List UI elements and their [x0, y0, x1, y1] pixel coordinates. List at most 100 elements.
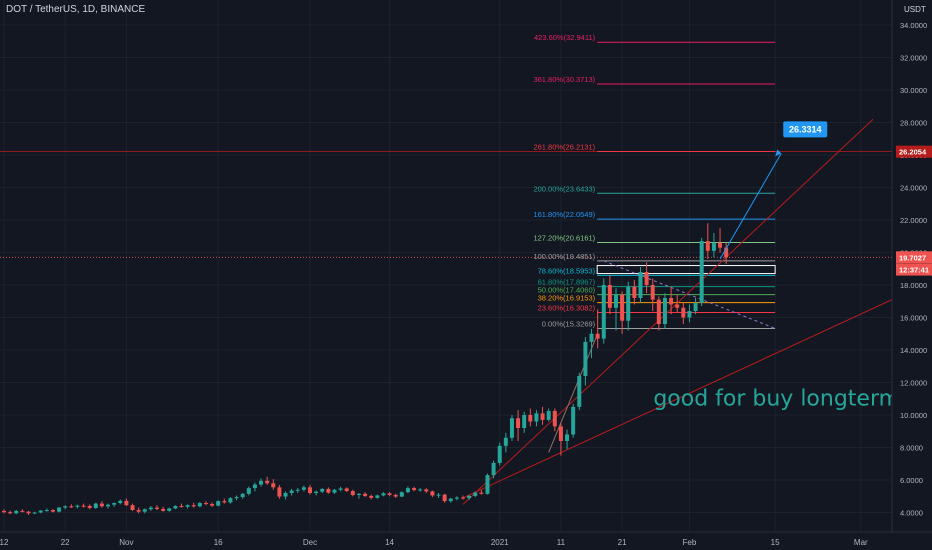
fib-level-label: 200.00%(23.6433) — [533, 184, 595, 193]
candle-body — [234, 497, 239, 499]
y-tick-label: 32.0000 — [900, 54, 927, 63]
candle-body — [179, 506, 184, 507]
candle-body — [656, 299, 661, 324]
candle-body — [503, 437, 508, 446]
price-label-text: 26.2054 — [899, 148, 927, 157]
candle-body — [130, 505, 135, 511]
annotation-text: good for buy longterm — [653, 386, 900, 411]
candle-body — [173, 506, 178, 509]
fib-trend-dashed — [603, 260, 776, 329]
candle-body — [485, 475, 490, 494]
candle-body — [271, 483, 276, 488]
fib-level-label: 78.60%(18.5953) — [538, 266, 596, 275]
y-tick-label: 34.0000 — [900, 21, 927, 30]
trend-lines — [462, 118, 932, 505]
x-tick-label: 14 — [385, 538, 394, 547]
candle-body — [424, 489, 429, 492]
candle-body — [418, 489, 423, 491]
x-tick-label: Dec — [303, 538, 317, 547]
candle-body — [724, 247, 729, 258]
candle-body — [393, 494, 398, 497]
x-tick-label: 22 — [61, 538, 70, 547]
candle-body — [295, 489, 300, 491]
candle-body — [240, 493, 245, 498]
target-label-bg — [783, 121, 828, 138]
candle-body — [50, 510, 55, 512]
candle-body — [301, 487, 306, 490]
candle-body — [20, 510, 25, 512]
candle-body — [222, 501, 227, 503]
candle-body — [552, 410, 557, 427]
fib-level-label: 161.80%(22.0549) — [533, 210, 595, 219]
candle-body — [491, 462, 496, 476]
candle-body — [540, 413, 545, 420]
candle-body — [644, 272, 649, 285]
x-tick-label: Feb — [683, 538, 697, 547]
grid — [0, 0, 892, 532]
candle-body — [210, 504, 215, 506]
candle-body — [632, 286, 637, 298]
trend-line-long — [462, 280, 932, 499]
candle-body — [14, 510, 19, 514]
candle-body — [583, 341, 588, 376]
candle-body — [638, 272, 643, 298]
fib-level-label: 38.20%(16.9153) — [538, 294, 596, 303]
candle-body — [167, 508, 172, 511]
candle-body — [69, 506, 74, 508]
candle-body — [516, 418, 521, 428]
candle-body — [473, 492, 478, 496]
candle-body — [577, 376, 582, 407]
candle-body — [185, 505, 190, 507]
candle-body — [148, 507, 153, 510]
candle-body — [8, 512, 13, 514]
candle-body — [363, 493, 368, 496]
candle-body — [601, 285, 606, 339]
x-tick-label: Mar — [854, 538, 868, 547]
x-tick-label: Nov — [119, 538, 133, 547]
fib-level-label: 127.20%(20.6161) — [533, 233, 595, 242]
candle-body — [675, 304, 680, 308]
candle-body — [387, 493, 392, 495]
candle-body — [106, 504, 111, 507]
candle-body — [216, 501, 221, 506]
candle-body — [191, 505, 196, 507]
candle-body — [203, 503, 208, 505]
candle-body — [369, 495, 374, 498]
candle-body — [265, 480, 270, 484]
price-label-text: 12:37:41 — [899, 266, 929, 275]
candle-body — [332, 489, 337, 493]
fib-level-label: 361.80%(30.3713) — [533, 75, 595, 84]
x-tick-label: 11 — [557, 538, 566, 547]
y-tick-label: 14.0000 — [900, 346, 927, 355]
fib-level-label: 100.00%(19.4851) — [533, 252, 595, 261]
candle-body — [283, 493, 288, 497]
candlesticks — [2, 223, 729, 515]
annotations: good for buy longterm — [653, 386, 900, 411]
y-tick-label: 10.0000 — [900, 411, 927, 420]
candle-body — [711, 242, 716, 251]
candle-body — [497, 445, 502, 463]
currency-label: USDT — [904, 5, 926, 14]
y-tick-label: 6.0000 — [900, 476, 923, 485]
candle-body — [442, 494, 447, 502]
candle-body — [620, 294, 625, 321]
candle-body — [124, 500, 129, 506]
y-tick-label: 22.0000 — [900, 216, 927, 225]
candle-body — [289, 490, 294, 493]
candle-body — [99, 503, 104, 507]
candle-body — [277, 487, 282, 497]
candle-body — [2, 510, 6, 513]
candle-body — [448, 498, 453, 502]
candle-body — [461, 497, 465, 499]
price-label-bg — [896, 145, 932, 158]
candle-body — [32, 512, 37, 514]
candle-body — [571, 406, 576, 435]
candle-body — [595, 333, 600, 339]
chart-title: DOT / TetherUS, 1D, BINANCE — [6, 4, 146, 15]
arrow-shaft — [719, 153, 782, 260]
fib-highlight-box — [596, 265, 776, 275]
fib-level-label: 50.00%(17.4060) — [538, 286, 596, 295]
candle-body — [197, 503, 202, 507]
candle-body — [75, 505, 80, 507]
